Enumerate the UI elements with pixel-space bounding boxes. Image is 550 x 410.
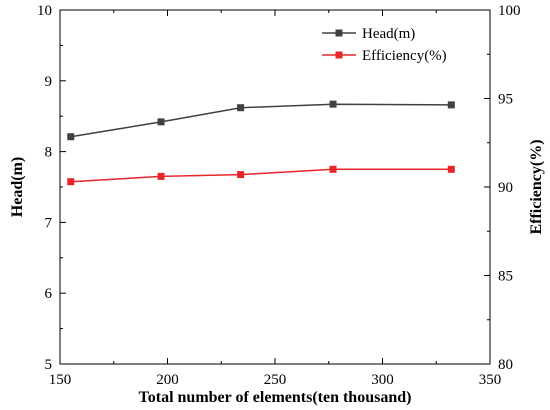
y2-tick-label: 90 <box>498 180 513 196</box>
series-line-0 <box>70 103 452 138</box>
series-group <box>67 100 455 186</box>
data-point <box>329 165 337 173</box>
x-tick-label: 150 <box>49 372 72 388</box>
x-tick-label: 250 <box>264 372 287 388</box>
x-axis-title: Total number of elements(ten thousand) <box>139 389 412 406</box>
data-point <box>329 100 337 108</box>
data-point <box>447 101 455 109</box>
x-tick-label: 200 <box>156 372 179 388</box>
data-point <box>157 172 165 180</box>
x-tick-label: 300 <box>371 372 394 388</box>
data-point <box>237 104 245 112</box>
y2-axis-title: Efficiency(%) <box>528 139 545 234</box>
data-point <box>67 133 75 141</box>
y-tick-label: 5 <box>45 357 53 373</box>
data-point <box>447 165 455 173</box>
legend-marker <box>335 29 343 37</box>
y2-tick-label: 100 <box>498 3 521 19</box>
y2-tick-label: 85 <box>498 269 513 285</box>
y-axis-title: Head(m) <box>9 157 26 217</box>
legend: Head(m) Efficiency(%) <box>322 26 447 64</box>
y-tick-label: 7 <box>45 215 53 231</box>
y-tick-label: 9 <box>45 74 53 90</box>
x-tick-label: 350 <box>479 372 502 388</box>
legend-label: Head(m) <box>362 26 415 42</box>
y-tick-label: 6 <box>45 286 53 302</box>
legend-marker <box>335 51 343 59</box>
legend-label: Efficiency(%) <box>362 48 447 64</box>
y-tick-label: 10 <box>37 3 52 19</box>
data-point <box>237 171 245 179</box>
series-line-1 <box>70 168 452 183</box>
data-point <box>157 118 165 126</box>
y2-tick-label: 80 <box>498 357 513 373</box>
axis-ticks: 150 200 250 300 350 5 6 7 8 9 10 80 85 90 95 100 <box>37 3 521 388</box>
data-point <box>67 178 75 186</box>
y2-tick-label: 95 <box>498 92 513 108</box>
y-tick-label: 8 <box>45 145 53 161</box>
